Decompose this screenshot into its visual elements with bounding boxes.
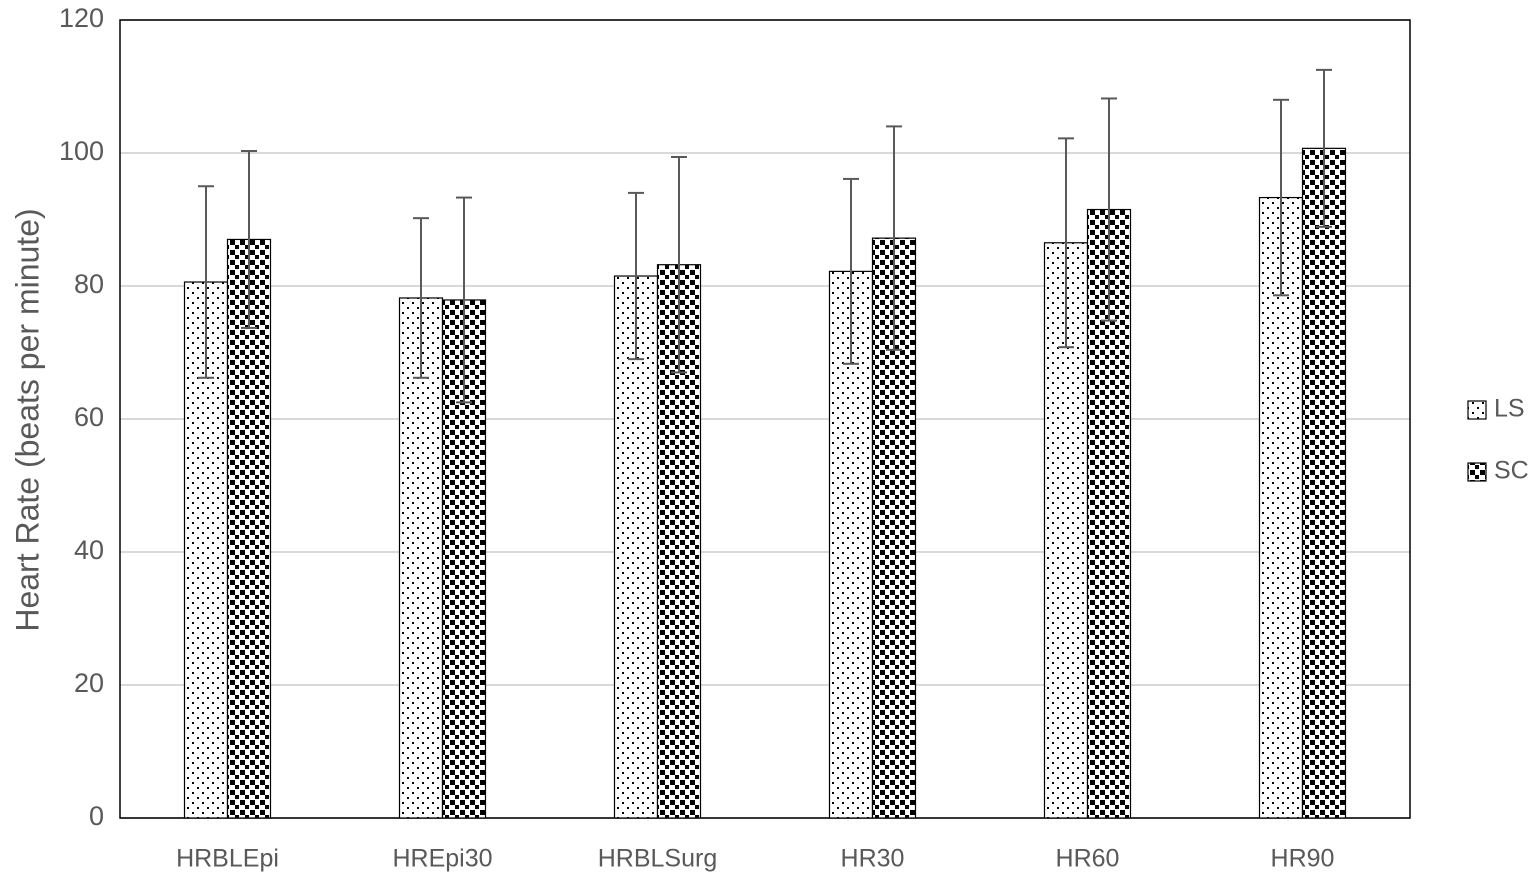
- y-tick-label: 60: [74, 402, 104, 432]
- legend-label: SC: [1494, 457, 1529, 485]
- bar: [613, 275, 659, 819]
- y-tick-label: 0: [89, 801, 104, 831]
- x-tick-label: HRBLEpi: [176, 845, 279, 873]
- x-tick-label: HR90: [1271, 845, 1335, 873]
- bar: [1258, 196, 1304, 819]
- legend-swatch: [1467, 462, 1487, 482]
- y-tick-label: 120: [59, 3, 104, 33]
- y-tick-label: 80: [74, 269, 104, 299]
- x-tick-label: HRBLSurg: [598, 845, 718, 873]
- y-tick-label: 100: [59, 136, 104, 166]
- bar: [1301, 147, 1347, 819]
- x-tick-label: HR30: [841, 845, 905, 873]
- x-tick-label: HREpi30: [392, 845, 492, 873]
- legend-label: LS: [1494, 395, 1525, 423]
- bar: [226, 238, 272, 819]
- y-tick-label: 40: [74, 535, 104, 565]
- y-tick-label: 20: [74, 668, 104, 698]
- legend-swatch: [1467, 400, 1487, 420]
- y-axis-title: Heart Rate (beats per minute): [9, 208, 45, 631]
- plot-frame: [119, 19, 1411, 819]
- bar: [398, 297, 444, 819]
- x-tick-label: HR60: [1056, 845, 1120, 873]
